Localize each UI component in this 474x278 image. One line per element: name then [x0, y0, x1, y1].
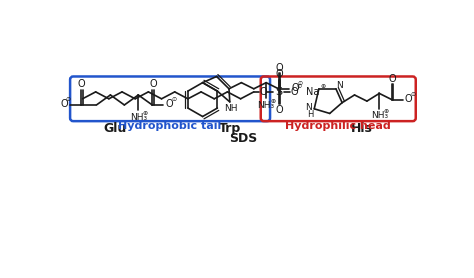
Text: O: O: [275, 63, 283, 73]
Text: O: O: [259, 87, 267, 97]
Text: ⊙: ⊙: [66, 97, 71, 102]
Text: S: S: [275, 87, 282, 97]
Text: Na: Na: [306, 87, 319, 97]
Text: ⊙: ⊙: [171, 97, 177, 102]
Text: NH₃: NH₃: [257, 101, 275, 110]
Text: Hydrophilic head: Hydrophilic head: [285, 121, 391, 131]
Text: N: N: [305, 103, 311, 112]
Text: ⊕: ⊕: [271, 99, 276, 104]
Text: H: H: [307, 110, 313, 120]
Text: ⊙: ⊙: [411, 92, 416, 97]
Text: O: O: [275, 105, 283, 115]
Text: ⊙: ⊙: [298, 81, 303, 86]
Text: ⊙: ⊙: [296, 84, 301, 89]
Text: O: O: [405, 94, 412, 104]
Text: O: O: [149, 79, 157, 89]
Text: ⊕: ⊕: [143, 111, 148, 116]
Text: NH: NH: [225, 104, 238, 113]
Text: ⊕: ⊕: [321, 84, 326, 89]
Text: Hydrophobic tail: Hydrophobic tail: [118, 121, 222, 131]
Text: N: N: [336, 81, 342, 90]
Text: O: O: [78, 79, 85, 89]
Text: ⊕: ⊕: [383, 109, 389, 114]
Text: O: O: [275, 69, 283, 79]
Text: NH₃: NH₃: [371, 111, 388, 120]
Text: His: His: [351, 121, 373, 135]
Text: O: O: [165, 99, 173, 109]
Text: O: O: [389, 74, 396, 84]
Text: Glu: Glu: [103, 121, 127, 135]
Text: O: O: [292, 83, 300, 93]
Text: Trp: Trp: [219, 121, 241, 135]
Text: SDS: SDS: [229, 131, 257, 145]
Text: NH₃: NH₃: [130, 113, 147, 122]
Text: O: O: [290, 87, 298, 97]
Text: O: O: [60, 99, 68, 109]
